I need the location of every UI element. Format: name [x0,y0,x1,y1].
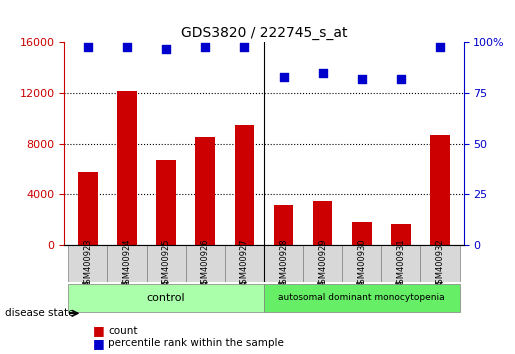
Bar [235,125,254,245]
Text: GSM400924: GSM400924 [123,238,131,289]
Point [436,44,444,49]
Point [357,76,366,82]
FancyBboxPatch shape [186,245,225,282]
Text: GSM400930: GSM400930 [357,238,366,289]
FancyBboxPatch shape [264,245,303,282]
Text: GSM400923: GSM400923 [83,238,92,289]
Point [318,70,327,76]
Bar [313,201,332,245]
Text: autosomal dominant monocytopenia: autosomal dominant monocytopenia [279,293,445,302]
Text: GSM400929: GSM400929 [318,238,327,289]
FancyBboxPatch shape [420,245,459,282]
FancyBboxPatch shape [303,245,342,282]
FancyBboxPatch shape [108,245,147,282]
Point [279,74,287,80]
Bar [430,135,450,245]
Bar [196,137,215,245]
Text: GSM400926: GSM400926 [201,238,210,289]
Bar [352,222,371,245]
FancyBboxPatch shape [68,245,108,282]
Text: GSM400927: GSM400927 [240,238,249,289]
Point [397,76,405,82]
Text: ■: ■ [93,337,105,350]
FancyBboxPatch shape [225,245,264,282]
Text: GSM400932: GSM400932 [436,238,444,289]
Text: percentile rank within the sample: percentile rank within the sample [108,338,284,348]
Text: disease state: disease state [5,308,75,318]
Text: count: count [108,326,138,336]
FancyBboxPatch shape [264,284,459,312]
Text: ■: ■ [93,325,105,337]
FancyBboxPatch shape [342,245,381,282]
Title: GDS3820 / 222745_s_at: GDS3820 / 222745_s_at [181,26,347,40]
Point [162,46,170,51]
Point [201,44,210,49]
Text: GSM400928: GSM400928 [279,238,288,289]
FancyBboxPatch shape [68,284,264,312]
Bar [273,205,293,245]
Point [84,44,92,49]
Bar [117,91,137,245]
Text: control: control [147,293,185,303]
Point [241,44,249,49]
FancyBboxPatch shape [147,245,186,282]
Bar [78,172,98,245]
Text: GSM400931: GSM400931 [397,238,405,289]
FancyBboxPatch shape [381,245,420,282]
Bar [157,160,176,245]
Bar [391,223,410,245]
Text: GSM400925: GSM400925 [162,238,170,289]
Point [123,44,131,49]
